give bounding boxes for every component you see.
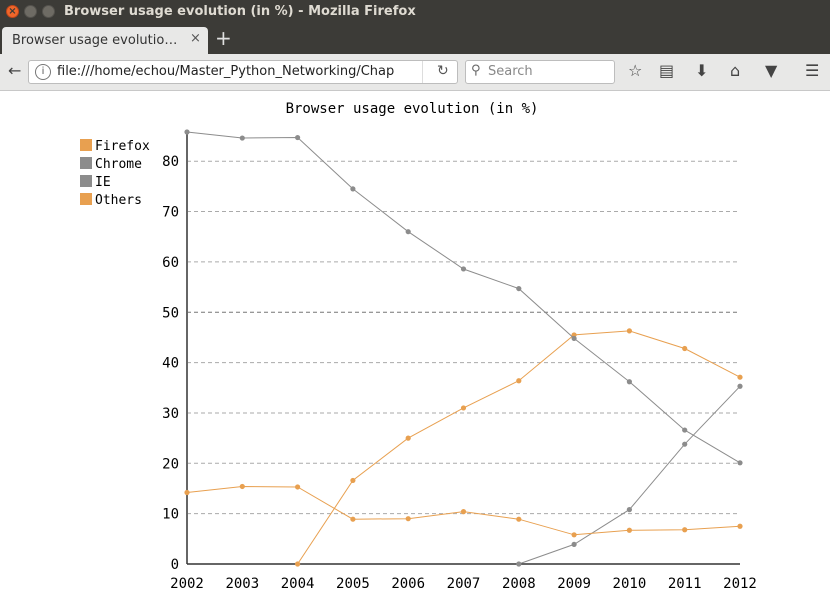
y-tick-label: 30	[162, 406, 179, 422]
window-maximize-button[interactable]	[42, 5, 55, 18]
tab-strip: Browser usage evolutio… × +	[0, 24, 830, 54]
url-dropdown[interactable]	[422, 61, 433, 83]
data-point-others	[737, 523, 743, 529]
legend-label: IE	[95, 175, 111, 190]
x-tick-label: 2012	[723, 576, 757, 592]
tab-label: Browser usage evolutio…	[12, 33, 178, 48]
back-icon[interactable]: ←	[8, 61, 22, 80]
y-tick-label: 20	[162, 456, 179, 472]
legend-label: Firefox	[95, 139, 150, 154]
legend-swatch-firefox	[80, 139, 92, 151]
x-tick-label: 2009	[557, 576, 591, 592]
x-tick-label: 2002	[170, 576, 204, 592]
y-tick-label: 50	[162, 305, 179, 321]
data-point-firefox	[350, 477, 356, 484]
data-point-ie	[405, 229, 411, 235]
data-point-firefox	[405, 435, 411, 441]
legend-label: Chrome	[95, 157, 142, 172]
data-point-others	[460, 509, 467, 515]
data-point-firefox	[516, 378, 522, 384]
reload-icon[interactable]: ↻	[437, 63, 449, 79]
x-tick-label: 2008	[502, 576, 536, 592]
star-icon[interactable]: ☆	[628, 61, 643, 80]
pocket-icon[interactable]: ▼	[765, 61, 778, 80]
data-point-ie	[682, 427, 688, 433]
y-tick-label: 0	[171, 557, 179, 573]
search-icon: ⚲	[471, 63, 481, 78]
y-tick-label: 10	[162, 507, 179, 523]
window-title: Browser usage evolution (in %) - Mozilla…	[64, 4, 416, 19]
window-close-button[interactable]: ×	[6, 5, 19, 18]
data-point-others	[571, 532, 577, 538]
data-point-others	[682, 527, 688, 533]
data-point-others	[516, 516, 522, 522]
x-tick-label: 2010	[613, 576, 647, 592]
menu-icon[interactable]: ☰	[805, 61, 820, 80]
y-tick-label: 80	[162, 154, 179, 170]
x-tick-label: 2007	[447, 576, 481, 592]
x-tick-label: 2004	[281, 576, 315, 592]
data-point-others	[184, 489, 190, 496]
data-point-others	[295, 484, 301, 490]
plot-area	[183, 131, 744, 564]
reading-list-icon[interactable]: ▤	[659, 61, 675, 80]
y-tick-label: 40	[162, 356, 179, 372]
home-icon[interactable]: ⌂	[730, 61, 741, 80]
url-text[interactable]: file:///home/echou/Master_Python_Network…	[57, 64, 395, 79]
data-point-others	[239, 483, 245, 490]
data-point-others	[405, 516, 411, 522]
data-point-firefox	[295, 561, 301, 567]
data-point-chrome	[682, 441, 688, 447]
new-tab-button[interactable]: +	[215, 26, 232, 50]
data-point-chrome	[516, 561, 522, 567]
y-tick-label: 70	[162, 205, 179, 221]
data-point-ie	[239, 135, 245, 141]
data-point-ie	[350, 186, 356, 192]
legend-swatch-others	[80, 193, 92, 205]
data-point-firefox	[460, 405, 467, 411]
search-input[interactable]: Search	[488, 64, 533, 79]
x-tick-label: 2003	[225, 576, 259, 592]
data-point-chrome	[571, 541, 577, 547]
line-chart: Browser usage evolution (in %) 0 10 20 30 40…	[80, 101, 757, 592]
data-point-ie	[516, 285, 522, 292]
navigation-toolbar: ← i file:///home/echou/Master_Python_Net…	[0, 54, 830, 91]
data-point-others	[626, 527, 633, 533]
x-tick-label: 2005	[336, 576, 370, 592]
x-tick-label: 2011	[668, 576, 702, 592]
download-icon[interactable]: ⬇	[695, 61, 709, 80]
data-point-ie	[626, 379, 633, 385]
data-point-ie	[184, 129, 190, 135]
url-bar[interactable]: i file:///home/echou/Master_Python_Netwo…	[28, 60, 458, 84]
data-point-firefox	[737, 374, 743, 380]
data-point-ie	[295, 134, 301, 141]
data-point-ie	[460, 266, 467, 272]
data-point-ie	[571, 335, 577, 342]
chart-title: Browser usage evolution (in %)	[286, 101, 539, 117]
data-point-firefox	[682, 345, 688, 352]
legend-swatch-chrome	[80, 157, 92, 169]
data-point-chrome	[626, 507, 633, 513]
legend-label: Others	[95, 193, 142, 208]
y-tick-label: 60	[162, 255, 179, 271]
data-point-ie	[737, 460, 743, 466]
data-point-chrome	[737, 383, 743, 389]
legend-swatch-ie	[80, 175, 92, 187]
window-minimize-button[interactable]	[24, 5, 37, 18]
info-icon[interactable]: i	[35, 64, 51, 80]
tab-active[interactable]: Browser usage evolutio… ×	[2, 27, 208, 54]
x-tick-label: 2006	[391, 576, 425, 592]
window-titlebar: × Browser usage evolution (in %) - Mozil…	[0, 0, 830, 24]
data-point-others	[350, 516, 356, 522]
page-content: Browser usage evolution (in %) 0 10 20 30 40…	[0, 91, 830, 604]
data-point-firefox	[626, 328, 633, 334]
tab-close-icon[interactable]: ×	[190, 31, 201, 46]
search-bar[interactable]: ⚲ Search	[465, 60, 615, 84]
